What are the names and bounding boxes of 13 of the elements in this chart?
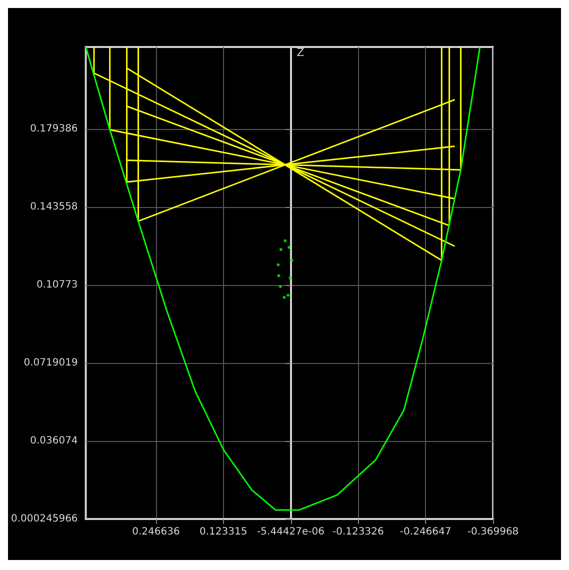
x-tick-label: -0.246647 <box>400 526 452 538</box>
x-tick-label: -5.44427e-06 <box>257 526 325 538</box>
y-tick-label: 0.10773 <box>36 279 78 290</box>
x-tick-label: -0.369968 <box>467 526 519 538</box>
x-tick-label: 0.246636 <box>132 526 180 538</box>
x-tick-label: -0.123326 <box>332 526 384 538</box>
y-axis-title: Z <box>296 46 305 59</box>
y-tick-label: 0.179386 <box>30 123 78 134</box>
y-tick-label: 0.0719019 <box>24 357 78 368</box>
y-tick-label: 0.143558 <box>30 201 78 212</box>
y-tick-label: 0.000245966 <box>10 514 78 524</box>
y-tick-label: 0.036074 <box>30 435 78 446</box>
x-tick-label: 0.123315 <box>200 526 248 538</box>
